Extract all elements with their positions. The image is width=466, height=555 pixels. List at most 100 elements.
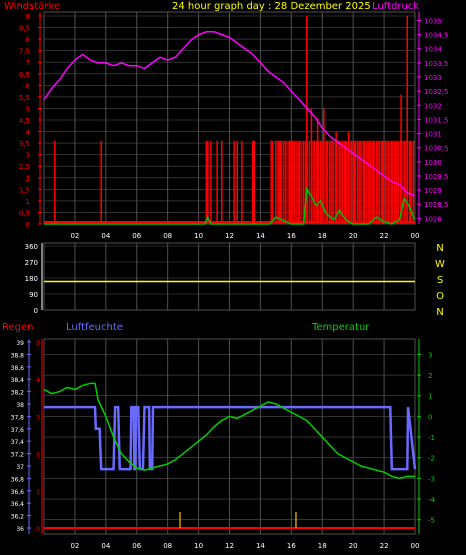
x-tick-label: 18: [318, 542, 327, 550]
wind-tick-label: 2,5: [19, 163, 30, 171]
x-tick-label: 12: [225, 542, 234, 550]
wind-tick-label: 3: [26, 152, 30, 160]
wind-tick-label: 4: [26, 129, 31, 137]
x-tick-label: 14: [256, 542, 265, 550]
wind-tick-label: 0,5: [19, 209, 30, 217]
rain-tick-label: 4: [36, 377, 40, 384]
x-tick-label: 14: [256, 232, 265, 240]
humidity-tick-label: 37,6: [11, 427, 25, 434]
pressure-tick-label: 1031,5: [424, 116, 449, 124]
humidity-series: [44, 405, 417, 471]
humidity-axis-label: Luftfeuchte: [66, 322, 123, 333]
humidity-tick-label: 39: [16, 340, 24, 347]
wind-pressure-grid: [44, 12, 416, 225]
wind-tick-label: 5: [26, 105, 30, 113]
direction-tick-label: 270: [25, 259, 38, 267]
direction-tick-label: 0: [34, 307, 38, 315]
pressure-axis-label: Luftdruck: [372, 1, 419, 12]
humidity-axis-ticks: 39 38,8 38,6 38,4 38,2 38 37,8 37,6 37,4 37,2 37 36…: [11, 339, 31, 534]
x-tick-label: 20: [349, 542, 358, 550]
rain-tick-label: 5: [36, 340, 40, 347]
x-tick-label: 04: [101, 232, 110, 240]
wind-axis-ticks: 9 8,5 8 7,5 7 6,5 6 5,5 5 4,5 4 3,5 3 2,5 2 1,5 1 0,5 0: [19, 12, 42, 229]
compass-label: W: [435, 259, 445, 270]
rain-tick-label: 0: [36, 526, 40, 533]
temperature-tick-label: 1: [428, 393, 432, 401]
humidity-line: [44, 405, 417, 471]
wind-tick-label: 5,5: [19, 94, 30, 102]
pressure-line: [43, 31, 416, 197]
direction-tick-label: 180: [25, 275, 38, 283]
pressure-tick-label: 1028: [424, 215, 442, 223]
rain-series: [44, 512, 415, 529]
pressure-tick-label: 1028,5: [424, 201, 449, 209]
pressure-tick-label: 1034,5: [424, 32, 449, 40]
temperature-line: [43, 382, 415, 480]
pressure-tick-label: 1033,5: [424, 60, 449, 68]
temperature-tick-label: 2: [428, 372, 432, 380]
x-tick-label: 00: [411, 232, 420, 240]
x-tick-label: 02: [70, 542, 79, 550]
temperature-series: [43, 382, 415, 480]
temperature-axis-label: Temperatur: [311, 322, 370, 333]
direction-tick-label: 90: [29, 291, 38, 299]
graph-title: 24 hour graph day : 28 Dezember 2025: [172, 1, 371, 12]
wind-tick-label: 0: [26, 221, 30, 229]
x-tick-label: 20: [349, 232, 358, 240]
wind-gust-series: [44, 187, 416, 225]
pressure-tick-label: 1029,5: [424, 173, 449, 181]
humidity-tick-label: 38: [16, 402, 24, 409]
wind-tick-label: 1: [26, 198, 30, 206]
humidity-tick-label: 38,2: [11, 390, 25, 397]
x-tick-label: 22: [380, 232, 389, 240]
wind-tick-label: 4,5: [19, 117, 30, 125]
gust-line: [44, 187, 416, 225]
pressure-tick-label: 1034: [424, 46, 442, 54]
pressure-tick-label: 1031: [424, 131, 442, 139]
x-tick-label: 16: [287, 542, 296, 550]
humidity-tick-label: 37,4: [11, 439, 25, 446]
pressure-series: [43, 31, 416, 197]
temperature-tick-label: -5: [428, 517, 435, 525]
pressure-tick-label: 1033: [424, 74, 442, 82]
pressure-tick-label: 1032,5: [424, 88, 449, 96]
temperature-axis-ticks: 3 2 1 0 -1 -2 -3 -4 -5: [417, 339, 436, 534]
humidity-tick-label: 36,4: [11, 501, 25, 508]
x-tick-label: 12: [225, 232, 234, 240]
compass-label: N: [436, 307, 443, 318]
wind-tick-label: 1,5: [19, 186, 30, 194]
x-tick-label: 08: [163, 542, 172, 550]
rain-tick-label: 3: [36, 414, 40, 421]
wind-tick-label: 3,5: [19, 140, 30, 148]
temperature-tick-label: -3: [428, 475, 435, 483]
temperature-tick-label: -1: [428, 434, 435, 442]
x-tick-label: 10: [194, 542, 203, 550]
humidity-tick-label: 37: [16, 464, 24, 471]
humidity-tick-label: 38,4: [11, 377, 25, 384]
x-tick-label: 06: [132, 542, 141, 550]
x-tick-label: 10: [194, 232, 203, 240]
temperature-tick-label: -2: [428, 455, 435, 463]
pressure-axis-ticks: 1035 1034,5 1034 1033,5 1033 1032,5 1032 1031,5…: [417, 12, 449, 224]
wind-pressure-panel: 9 8,5 8 7,5 7 6,5 6 5,5 5 4,5 4 3,5 3 2,5 2 1,5 1 0,5 0 10…: [19, 11, 449, 240]
wind-tick-label: 6: [26, 82, 31, 90]
rain-axis-ticks: 5 4 3 2 1 0: [36, 339, 43, 534]
wind-pressure-x-ticks: 02 04 06 08 10 12 14 16 18 20 22 00: [70, 232, 419, 240]
rain-humidity-temperature-grid: [44, 339, 416, 534]
pressure-tick-label: 1032: [424, 102, 442, 110]
direction-tick-label: 360: [25, 243, 38, 251]
humidity-tick-label: 38,8: [11, 352, 25, 359]
wind-tick-label: 2: [26, 175, 30, 183]
x-tick-label: 00: [411, 542, 420, 550]
x-tick-label: 02: [70, 232, 79, 240]
wind-tick-label: 8: [26, 36, 30, 44]
x-tick-label: 22: [380, 542, 389, 550]
humidity-tick-label: 37,8: [11, 414, 25, 421]
x-tick-label: 16: [287, 232, 296, 240]
compass-label: N: [436, 243, 443, 254]
wind-tick-label: 6,5: [19, 71, 30, 79]
pressure-tick-label: 1030,5: [424, 145, 449, 153]
